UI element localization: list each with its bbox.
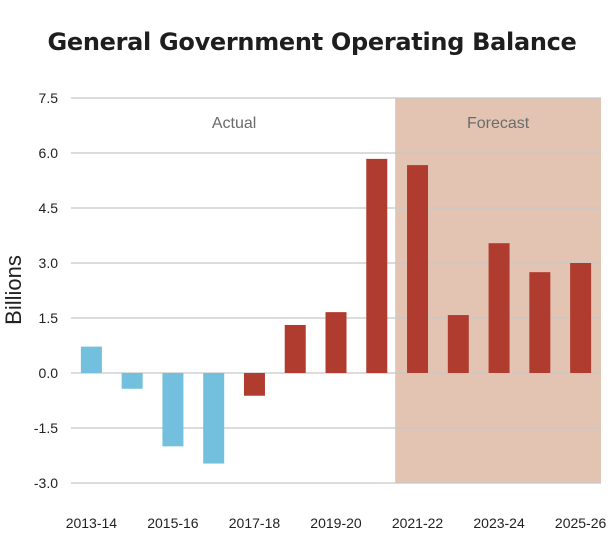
x-tick-label: 2017-18 (229, 515, 281, 531)
bar-2023-24 (488, 243, 510, 373)
x-tick-label: 2023-24 (473, 515, 525, 531)
chart-title: General Government Operating Balance (47, 28, 577, 56)
y-tick-label: 0.0 (39, 365, 59, 381)
y-tick-label: 1.5 (39, 310, 59, 326)
bar-2016-17 (203, 373, 225, 464)
x-tick-label: 2015-16 (147, 515, 199, 531)
y-tick-label: 7.5 (39, 90, 59, 106)
y-tick-label: 3.0 (39, 255, 59, 271)
bar-2024-25 (529, 272, 551, 373)
bar-2015-16 (162, 373, 184, 447)
bar-2018-19 (284, 324, 306, 373)
x-tick-label: 2019-20 (310, 515, 362, 531)
bar-2020-21 (366, 158, 388, 373)
region-label-forecast: Forecast (467, 115, 530, 132)
y-tick-label: 6.0 (39, 145, 59, 161)
y-tick-label: -1.5 (34, 420, 58, 436)
bars-layer (80, 158, 592, 464)
y-tick-label: 4.5 (39, 200, 59, 216)
bar-2014-15 (121, 373, 143, 389)
x-tick-label: 2021-22 (392, 515, 444, 531)
bar-2025-26 (570, 263, 592, 373)
y-axis-label: Billions (1, 255, 26, 325)
bar-2021-22 (407, 165, 429, 373)
x-tick-labels: 2013-14 2015-16 2017-18 2019-20 2021-22 2023-… (66, 515, 607, 531)
bar-2022-23 (447, 315, 469, 373)
region-label-actual: Actual (212, 115, 256, 132)
bar-2013-14 (80, 346, 102, 373)
x-tick-label: 2025-26 (555, 515, 607, 531)
bar-2019-20 (325, 312, 347, 373)
x-tick-label: 2013-14 (66, 515, 118, 531)
y-tick-labels: 7.5 6.0 4.5 3.0 1.5 0.0 -1.5 -3.0 (34, 90, 58, 491)
y-tick-label: -3.0 (34, 475, 58, 491)
bar-2017-18 (243, 373, 265, 396)
